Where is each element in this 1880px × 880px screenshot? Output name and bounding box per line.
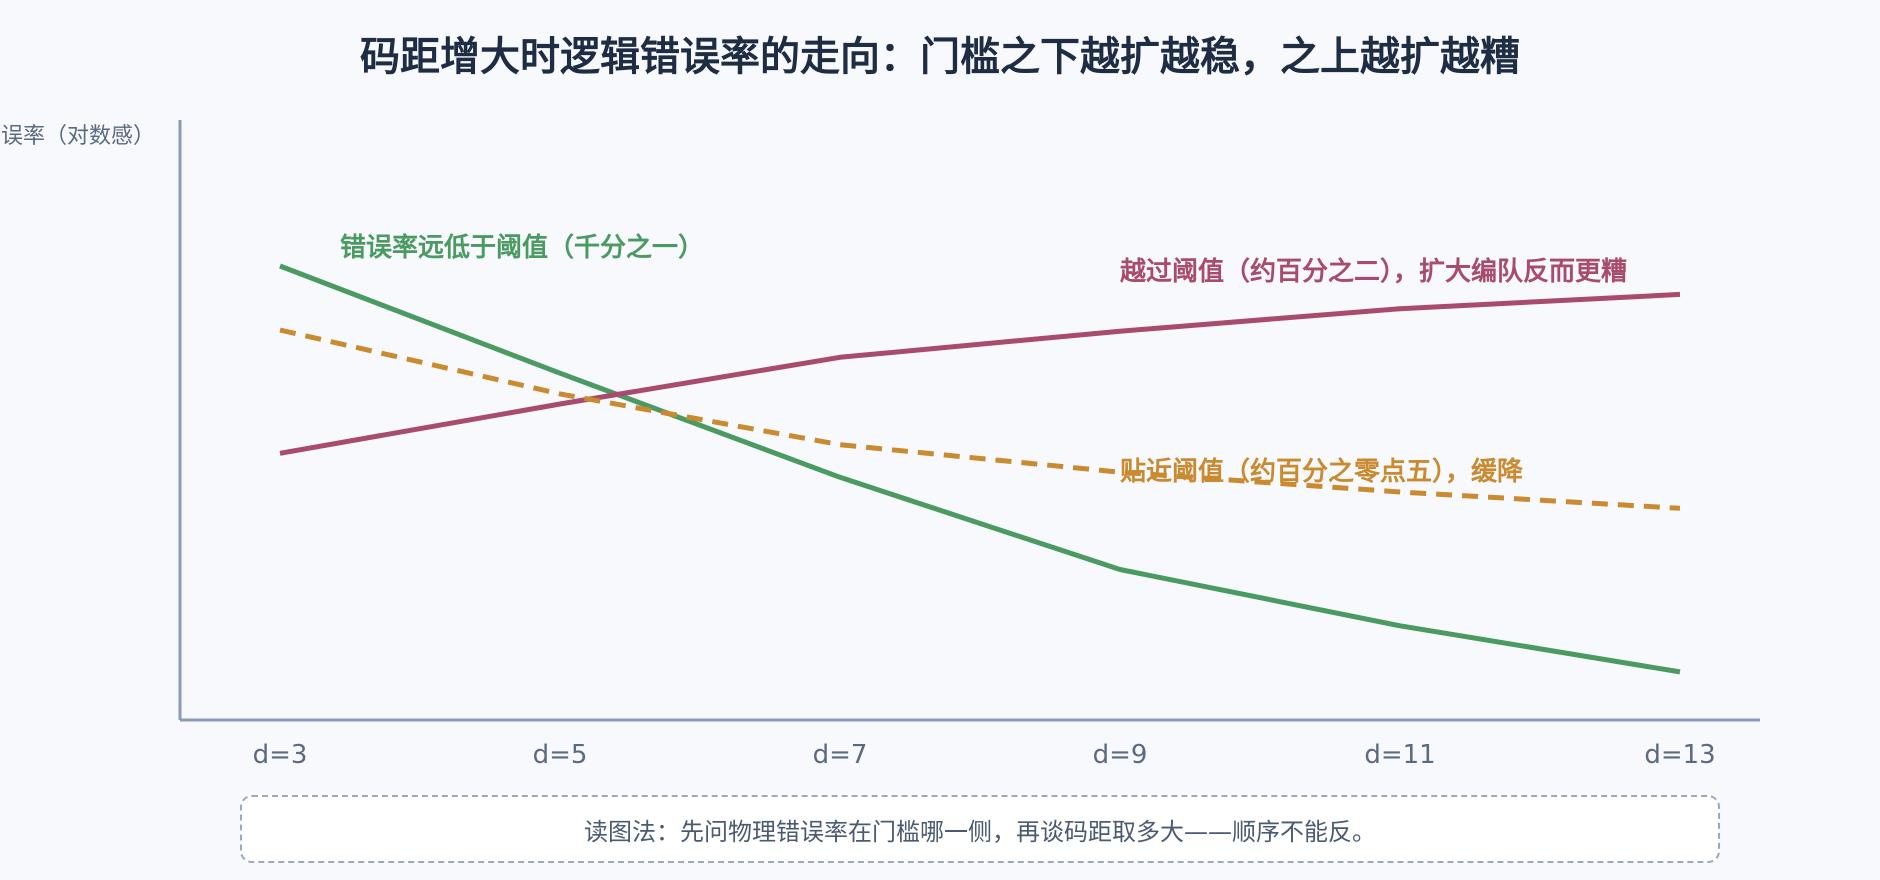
- x-tick-label: d=3: [253, 740, 308, 770]
- series-lines: [279, 263, 1681, 675]
- x-tick-label: d=9: [1093, 740, 1148, 770]
- x-tick-label: d=11: [1364, 740, 1435, 770]
- series-label-1: 错误率远低于阈值（千分之一）: [340, 232, 704, 263]
- reading-note: 读图法：先问物理错误率在门槛哪一侧，再谈码距取多大——顺序不能反。: [240, 795, 1720, 863]
- x-tick-labels: d=3 d=5 d=7 d=9 d=11 d=13: [253, 740, 1716, 770]
- y-axis-label: 误率（对数感）: [1, 124, 155, 149]
- series-label-3: 贴近阈值（约百分之零点五），缓降: [1120, 456, 1524, 487]
- series-label-2: 越过阈值（约百分之二），扩大编队反而更糟: [1120, 256, 1627, 287]
- axes: 误率（对数感）: [1, 120, 1760, 722]
- series-labels: 错误率远低于阈值（千分之一） 越过阈值（约百分之二），扩大编队反而更糟贴近阈值（约…: [340, 232, 1627, 487]
- x-tick-label: d=5: [533, 740, 588, 770]
- x-tick-label: d=13: [1644, 740, 1715, 770]
- x-tick-label: d=7: [813, 740, 868, 770]
- series-line-3: [279, 327, 1681, 511]
- series-line-1: [279, 263, 1681, 675]
- chart-title: 码距增大时逻辑错误率的走向：门槛之下越扩越稳，之上越扩越糟: [360, 34, 1520, 80]
- series-line-2: [279, 291, 1681, 456]
